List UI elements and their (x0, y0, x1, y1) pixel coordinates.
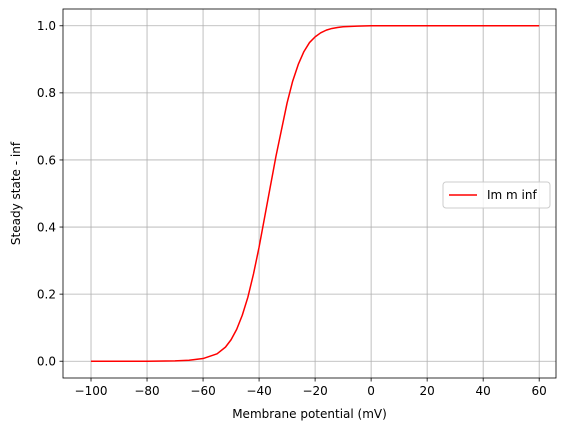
x-tick-label: 40 (476, 384, 491, 398)
x-axis-label: Membrane potential (mV) (232, 407, 387, 421)
x-tick-label: −20 (302, 384, 327, 398)
y-tick-label: 0.8 (37, 86, 56, 100)
legend: Im m inf (443, 182, 550, 208)
legend-label: Im m inf (487, 188, 537, 202)
x-tick-label: 60 (532, 384, 547, 398)
y-tick-label: 1.0 (37, 19, 56, 33)
x-tick-label: 0 (367, 384, 375, 398)
y-tick-label: 0.4 (37, 220, 56, 234)
x-tick-label: −40 (246, 384, 271, 398)
x-tick-label: −80 (134, 384, 159, 398)
x-tick-label: −60 (190, 384, 215, 398)
y-tick-label: 0.2 (37, 287, 56, 301)
y-tick-label: 0.6 (37, 153, 56, 167)
y-tick-label: 0.0 (37, 355, 56, 369)
x-tick-label: 20 (420, 384, 435, 398)
x-tick-label: −100 (75, 384, 108, 398)
y-axis-label: Steady state - inf (9, 141, 23, 245)
